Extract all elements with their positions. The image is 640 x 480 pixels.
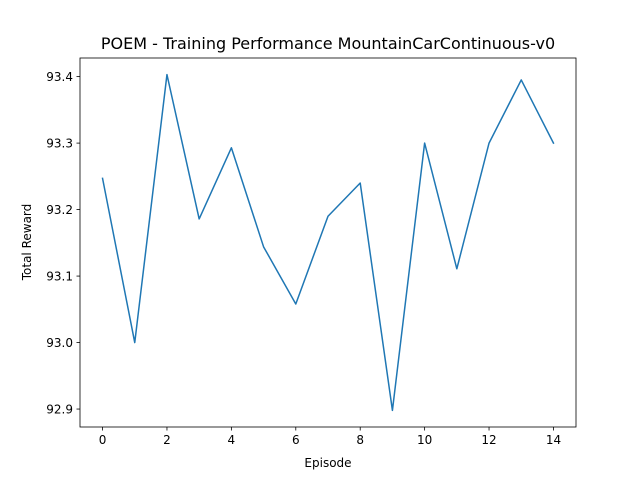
y-tick-label: 93.1	[46, 269, 73, 283]
x-axis-label: Episode	[304, 456, 351, 470]
y-tick-label: 93.3	[46, 136, 73, 150]
y-tick-label: 92.9	[46, 402, 73, 416]
x-tick-label: 6	[292, 433, 300, 447]
y-axis-label: Total Reward	[20, 204, 34, 282]
y-tick-label: 93.4	[46, 70, 73, 84]
x-tick-label: 10	[417, 433, 432, 447]
series-layer	[101, 73, 555, 412]
chart-title: POEM - Training Performance MountainCarC…	[101, 34, 555, 53]
y-axis-ticks: 92.9 93.0 93.1 93.2 93.3 93.4	[46, 70, 80, 416]
x-tick-label: 4	[228, 433, 236, 447]
y-tick-label: 93.2	[46, 203, 73, 217]
y-tick-label: 93.0	[46, 336, 73, 350]
x-tick-label: 12	[481, 433, 496, 447]
series-line-0	[101, 73, 555, 412]
x-tick-label: 2	[163, 433, 171, 447]
x-axis-ticks: 0 2 4 6 8 10 12 14	[99, 427, 561, 447]
x-tick-label: 0	[99, 433, 107, 447]
plot-frame	[79, 57, 577, 428]
plot-area	[80, 58, 576, 427]
x-tick-label: 14	[546, 433, 561, 447]
x-tick-label: 8	[356, 433, 364, 447]
